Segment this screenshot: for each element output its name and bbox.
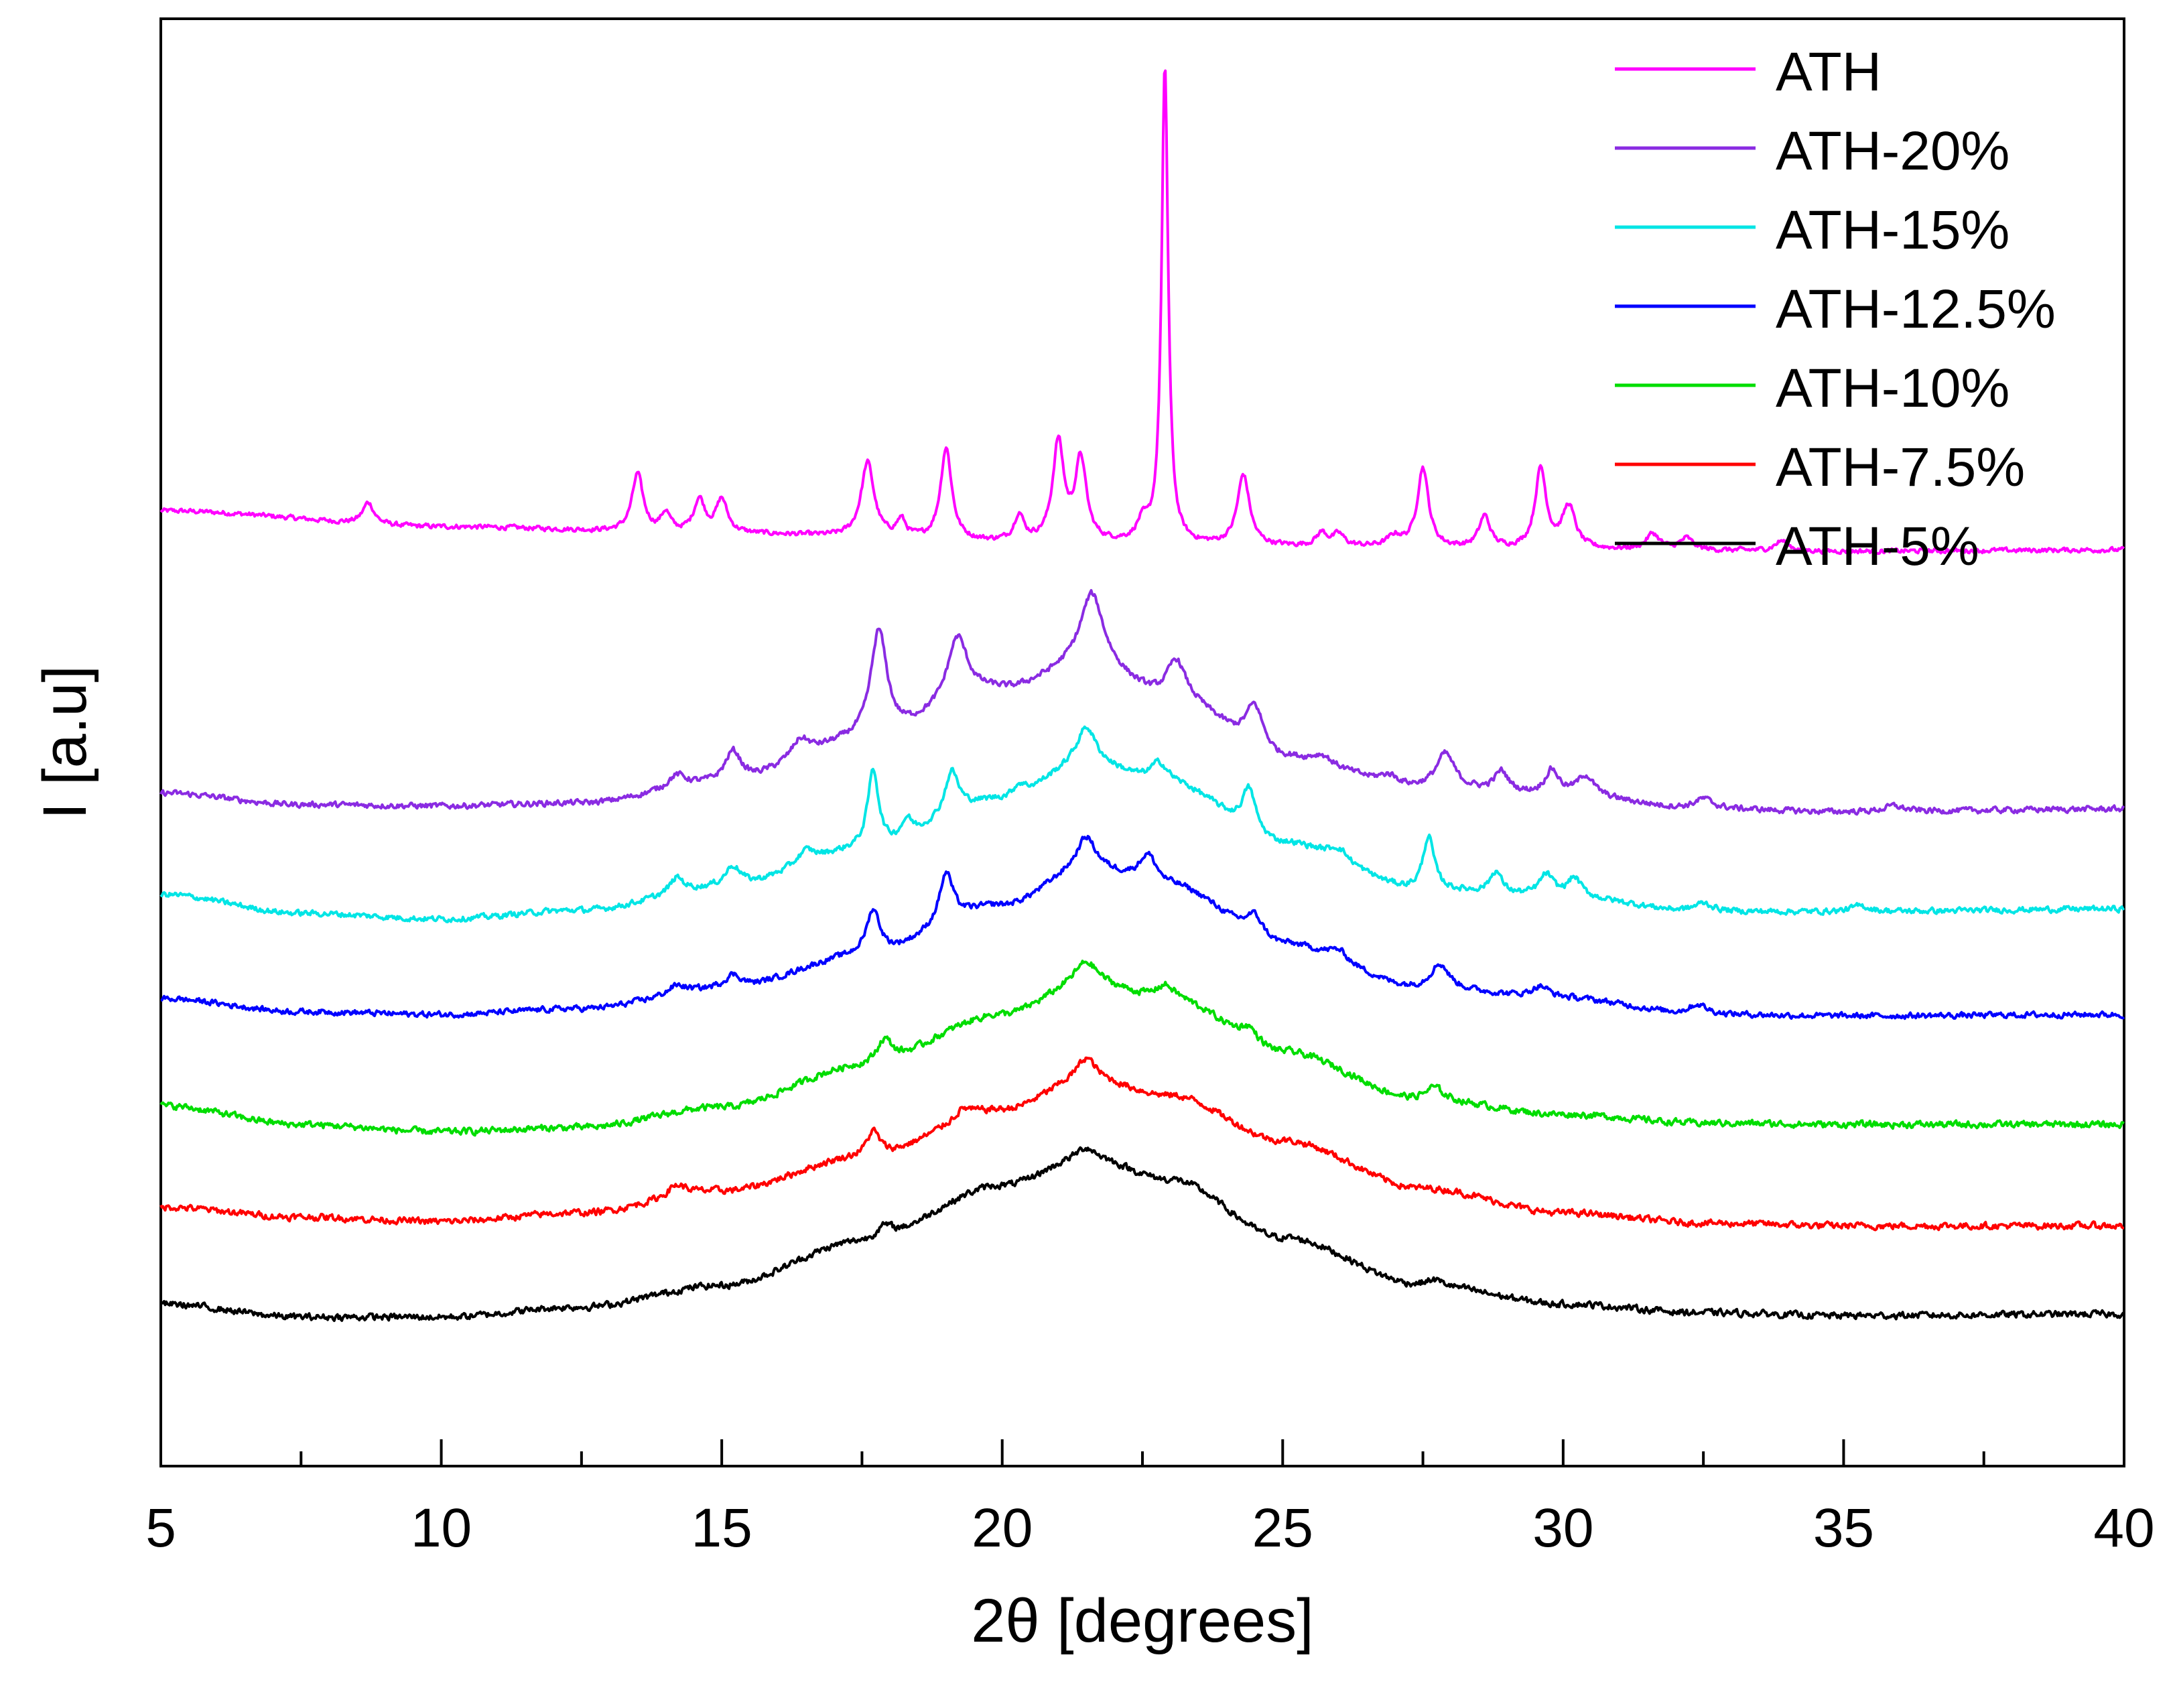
x-tick-label: 35 [1813, 1498, 1874, 1559]
legend-label: ATH-7.5% [1776, 437, 2025, 498]
x-tick-label: 20 [972, 1498, 1033, 1559]
legend-label: ATH-5% [1776, 516, 1979, 577]
legend-label: ATH-10% [1776, 358, 2010, 419]
series-line-ath-5- [159, 1146, 2125, 1322]
series-line-ath-20- [159, 589, 2125, 816]
x-tick-label: 25 [1252, 1498, 1313, 1559]
x-tick-label: 15 [692, 1498, 752, 1559]
series-line-ath-7-5- [159, 1056, 2125, 1232]
legend-label: ATH [1776, 42, 1882, 103]
x-tick-label: 5 [145, 1498, 176, 1559]
y-axis-title: I [a.u] [31, 665, 99, 819]
legend-label: ATH-12.5% [1776, 279, 2056, 340]
x-axis-ticks: 5 10 15 20 25 30 35 40 [145, 1439, 2155, 1559]
series-layer [159, 69, 2125, 1322]
x-axis-title: 2θ [degrees] [971, 1587, 1313, 1655]
series-line-ath-10- [159, 960, 2125, 1137]
x-tick-label: 30 [1532, 1498, 1593, 1559]
series-line-ath [159, 69, 2125, 555]
legend-label: ATH-20% [1776, 121, 2010, 182]
legend-label: ATH-15% [1776, 200, 2010, 261]
series-line-ath-15- [159, 725, 2125, 923]
x-tick-label: 10 [411, 1498, 472, 1559]
legend: ATH ATH-20% ATH-15% ATH-12.5% ATH-10% ATH-7.5… [1615, 42, 2056, 577]
x-tick-label: 40 [2093, 1498, 2154, 1559]
series-line-ath-12-5- [160, 835, 2125, 1021]
